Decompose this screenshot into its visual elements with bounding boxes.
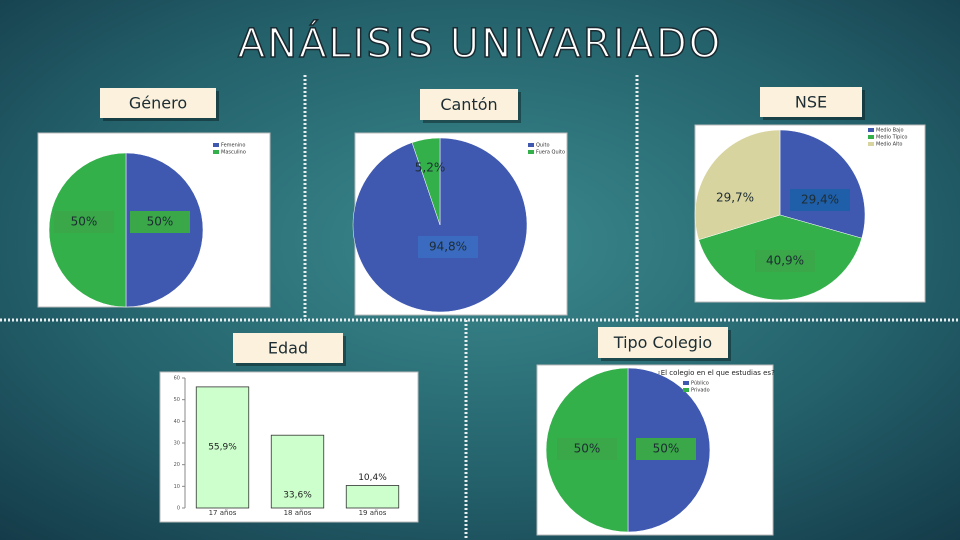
y-tick-label: 40	[174, 419, 180, 425]
label-box	[790, 189, 850, 211]
y-tick-label: 30	[174, 441, 180, 447]
x-tick-label: 17 años	[209, 509, 237, 517]
legend-swatch	[683, 388, 689, 392]
data-label: 33,6%	[283, 491, 312, 501]
legend-swatch	[868, 142, 874, 146]
chart-subtitle: ¿El colegio en el que estudias es?	[657, 369, 775, 377]
y-tick-label: 0	[177, 506, 180, 512]
bar	[195, 386, 250, 509]
legend-swatch	[868, 135, 874, 139]
data-label: 50%	[574, 442, 601, 456]
label-box	[130, 211, 190, 233]
data-label: 40,9%	[766, 254, 804, 268]
legend-label: Quito	[536, 143, 550, 149]
label-box	[636, 438, 696, 460]
y-tick-label: 50	[174, 397, 180, 403]
data-label: 50%	[71, 215, 98, 229]
legend-swatch	[683, 381, 689, 385]
dividers	[0, 75, 960, 540]
legend-label: Medio Alto	[876, 142, 902, 148]
label-box	[755, 250, 815, 272]
heading-box	[420, 89, 518, 120]
legend-label: Privado	[691, 388, 710, 394]
data-label: 94,8%	[429, 240, 467, 254]
pie-slice	[694, 129, 781, 241]
label-box	[54, 211, 114, 233]
data-label: 50%	[147, 215, 174, 229]
data-label: 5,2%	[415, 161, 446, 175]
heading: Género	[129, 94, 187, 113]
legend-swatch	[528, 150, 534, 154]
data-label: 55,9%	[208, 442, 237, 452]
bar	[270, 434, 325, 509]
heading: Edad	[268, 339, 308, 358]
data-label: 50%	[653, 442, 680, 456]
y-tick-label: 60	[174, 376, 180, 382]
label-box	[418, 236, 478, 258]
heading-box	[598, 327, 728, 358]
legend-label: Medio Bajo	[876, 128, 904, 134]
heading-box	[760, 87, 862, 117]
heading: NSE	[795, 93, 827, 112]
legend-label: Masculino	[221, 150, 246, 156]
legend-swatch	[213, 143, 219, 147]
x-tick-label: 18 años	[284, 509, 312, 517]
heading-box	[233, 333, 343, 363]
slide-title: ANÁLISIS UNIVARIADO	[238, 19, 722, 67]
y-tick-label: 20	[174, 462, 180, 468]
y-tick-label: 10	[174, 484, 180, 490]
legend-label: Fuera Quito	[536, 150, 565, 156]
heading: Tipo Colegio	[613, 333, 712, 352]
label-box	[557, 438, 617, 460]
legend-swatch	[213, 150, 219, 154]
pie-slice	[411, 137, 441, 226]
pie-slice	[779, 129, 866, 239]
legend-swatch	[528, 143, 534, 147]
x-tick-label: 19 años	[359, 509, 387, 517]
bar	[345, 485, 400, 509]
data-label: 29,7%	[716, 191, 754, 205]
legend-label: Público	[691, 380, 709, 387]
data-label: 10,4%	[358, 473, 387, 483]
legend-swatch	[868, 128, 874, 132]
legend-label: Medio Típico	[876, 134, 907, 141]
legend-label: Femenino	[221, 143, 245, 149]
data-label: 29,4%	[801, 193, 839, 207]
heading: Cantón	[440, 95, 497, 114]
heading-box	[100, 88, 216, 118]
